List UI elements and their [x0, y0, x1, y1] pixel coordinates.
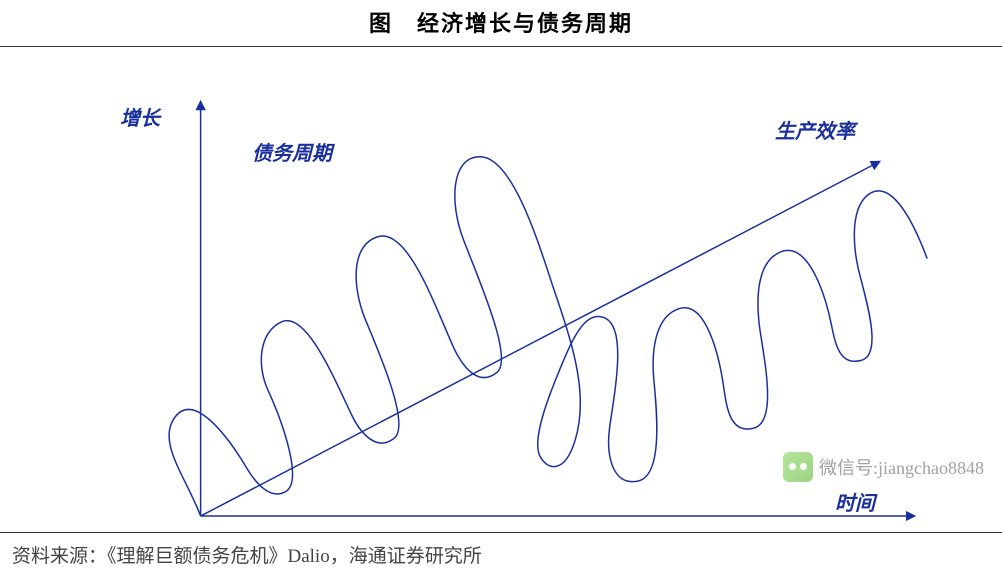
wechat-icon — [783, 452, 813, 482]
watermark-text: 微信号:jiangchao8848 — [819, 454, 984, 480]
debt-cycle-label: 债务周期 — [252, 137, 332, 166]
chart-title: 图 经济增长与债务周期 — [369, 11, 633, 36]
productivity-label: 生产效率 — [775, 115, 855, 144]
x-axis-label: 时间 — [835, 487, 875, 516]
y-axis-label: 增长 — [120, 102, 160, 131]
chart-area: 增长 时间 债务周期 生产效率 微信号:jiangchao8848 — [0, 47, 1002, 533]
productivity-line — [201, 162, 880, 516]
source-line: 资料来源：《理解巨额债务危机》Dalio，海通证券研究所 — [0, 533, 1002, 576]
watermark: 微信号:jiangchao8848 — [783, 452, 984, 482]
chart-title-bar: 图 经济增长与债务周期 — [0, 0, 1002, 47]
